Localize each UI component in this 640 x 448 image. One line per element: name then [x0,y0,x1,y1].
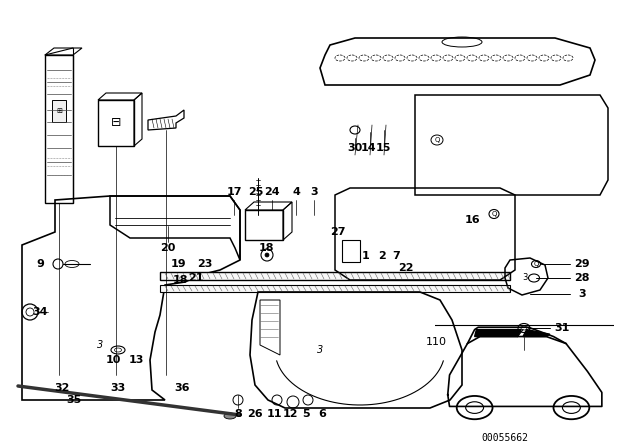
Text: 5: 5 [302,409,310,419]
Text: 3: 3 [317,345,323,355]
Bar [52,100,66,122]
Text: 19: 19 [171,259,187,269]
Text: 15: 15 [375,143,390,153]
Text: Q: Q [492,211,497,217]
Text: ⊟: ⊟ [111,116,121,129]
Text: 00055662: 00055662 [481,433,529,443]
Text: 12: 12 [282,409,298,419]
Text: 33: 33 [110,383,125,393]
Text: 30: 30 [348,143,363,153]
Text: 27: 27 [330,227,346,237]
Ellipse shape [224,413,236,419]
Text: 18: 18 [259,243,274,253]
Bar [342,240,360,262]
Text: 3: 3 [522,273,528,283]
Text: 4: 4 [292,187,300,197]
Text: 20: 20 [160,243,176,253]
Text: 18: 18 [172,275,188,285]
Text: 3: 3 [97,340,103,350]
Circle shape [265,253,269,257]
Text: 13: 13 [128,355,144,365]
Text: 31: 31 [554,323,570,333]
Text: 6: 6 [318,409,326,419]
Text: 3: 3 [578,289,586,299]
Text: 3: 3 [310,187,318,197]
Text: 110: 110 [426,337,447,347]
Bar [160,272,510,280]
Text: 35: 35 [67,395,82,405]
Text: 25: 25 [248,187,264,197]
Text: 24: 24 [264,187,280,197]
Text: 8: 8 [234,409,242,419]
Text: 26: 26 [247,409,263,419]
Text: 14: 14 [361,143,377,153]
Polygon shape [523,330,550,336]
Bar [98,100,134,146]
Text: 22: 22 [398,263,413,273]
Text: 10: 10 [106,355,121,365]
Text: 21: 21 [188,273,204,283]
Text: 1: 1 [362,251,370,261]
Bar [245,210,283,240]
Text: 36: 36 [174,383,189,393]
Text: 7: 7 [392,251,400,261]
Text: 11: 11 [266,409,282,419]
Text: 17: 17 [227,187,242,197]
Text: 28: 28 [574,273,589,283]
Bar [45,55,73,203]
Polygon shape [475,330,521,336]
Text: 29: 29 [574,259,590,269]
Text: ⊞: ⊞ [56,108,62,114]
Text: Q: Q [435,137,440,143]
Bar [160,285,510,292]
Text: 32: 32 [54,383,70,393]
Text: Q: Q [533,261,539,267]
Text: 23: 23 [197,259,212,269]
Text: 34: 34 [32,307,48,317]
Text: 9: 9 [36,259,44,269]
Text: 2: 2 [378,251,386,261]
Text: 16: 16 [464,215,480,225]
